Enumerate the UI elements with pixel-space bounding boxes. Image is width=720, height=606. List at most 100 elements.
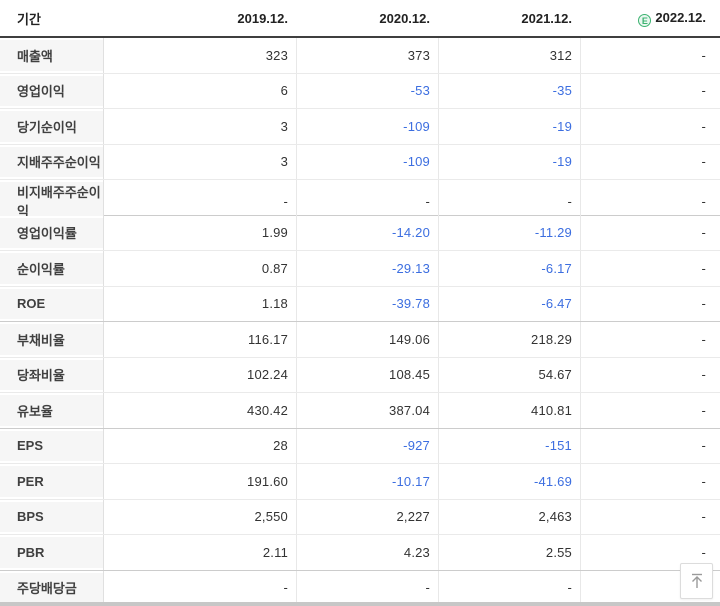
value-cell: -	[296, 570, 438, 605]
value-cell: 149.06	[296, 322, 438, 357]
value-cell: 54.67	[438, 357, 580, 392]
value-cell: 218.29	[438, 322, 580, 357]
value-cell: -	[103, 570, 296, 605]
row-label: PER	[0, 464, 103, 499]
value-cell: 1.18	[103, 286, 296, 321]
value-cell: -6.17	[438, 251, 580, 286]
table-row: 부채비율 116.17 149.06 218.29 -	[0, 322, 720, 358]
value-cell: -	[580, 357, 720, 392]
value-cell: -	[580, 464, 720, 499]
value-cell: 430.42	[103, 393, 296, 428]
value-cell: -53	[296, 73, 438, 108]
value-cell: -109	[296, 109, 438, 144]
value-cell: 2,550	[103, 499, 296, 534]
value-cell: 4.23	[296, 535, 438, 570]
value-cell: -29.13	[296, 251, 438, 286]
value-cell: -41.69	[438, 464, 580, 499]
arrow-up-to-top-icon	[691, 573, 702, 588]
value-cell: -35	[438, 73, 580, 108]
value-cell: -	[103, 180, 296, 222]
row-label: 영업이익	[0, 73, 103, 108]
value-cell: 2.55	[438, 535, 580, 570]
table-row: BPS 2,550 2,227 2,463 -	[0, 499, 720, 535]
value-cell: 373	[296, 38, 438, 73]
value-cell: -927	[296, 428, 438, 463]
row-label: 당기순이익	[0, 109, 103, 144]
table-row: EPS 28 -927 -151 -	[0, 428, 720, 464]
value-cell: 191.60	[103, 464, 296, 499]
value-cell: -19	[438, 109, 580, 144]
value-cell: 3	[103, 144, 296, 179]
table-row: 매출액 323 373 312 -	[0, 38, 720, 74]
table-row: 순이익률 0.87 -29.13 -6.17 -	[0, 251, 720, 287]
column-header-2020: 2020.12.	[379, 10, 430, 26]
value-cell: 410.81	[438, 393, 580, 428]
value-cell: -	[580, 144, 720, 179]
value-cell: -	[438, 570, 580, 605]
row-label: 매출액	[0, 38, 103, 73]
table-row: 유보율 430.42 387.04 410.81 -	[0, 393, 720, 429]
row-label: ROE	[0, 286, 103, 321]
row-label: 영업이익률	[0, 215, 103, 250]
value-cell: 323	[103, 38, 296, 73]
table-row: 주당배당금 - - - -	[0, 570, 720, 606]
value-cell: 312	[438, 38, 580, 73]
value-cell: -39.78	[296, 286, 438, 321]
row-label: PBR	[0, 535, 103, 570]
table-body: 매출액 323 373 312 - 영업이익 6 -53 -35 - 당기순이익…	[0, 38, 720, 606]
value-cell: -11.29	[438, 215, 580, 250]
estimate-icon: E	[638, 13, 652, 27]
column-header-2021: 2021.12.	[521, 10, 572, 26]
row-label: 비지배주주순이익	[0, 180, 103, 222]
value-cell: -	[296, 180, 438, 222]
value-cell: -	[438, 180, 580, 222]
scroll-to-top-button[interactable]	[680, 563, 713, 599]
value-cell: -	[580, 251, 720, 286]
value-cell: -	[580, 180, 720, 222]
value-cell: 28	[103, 428, 296, 463]
value-cell: -	[580, 393, 720, 428]
value-cell: -14.20	[296, 215, 438, 250]
table-row: 비지배주주순이익 - - - -	[0, 180, 720, 222]
value-cell: -6.47	[438, 286, 580, 321]
table-row: PBR 2.11 4.23 2.55 -	[0, 535, 720, 571]
table-row: 지배주주순이익 3 -109 -19 -	[0, 144, 720, 180]
value-cell: -	[580, 322, 720, 357]
column-header-2022-estimate: E 2022.12.	[580, 10, 720, 27]
row-label: EPS	[0, 428, 103, 463]
value-cell: 3	[103, 109, 296, 144]
table-row: 당좌비율 102.24 108.45 54.67 -	[0, 357, 720, 393]
value-cell: 6	[103, 73, 296, 108]
table-row: ROE 1.18 -39.78 -6.47 -	[0, 286, 720, 322]
horizontal-scrollbar[interactable]	[0, 602, 720, 606]
table-header-row: 기간 2019.12. 2020.12. 2021.12. E 2022.12.	[0, 0, 720, 38]
row-label: 유보율	[0, 393, 103, 428]
table-row: 영업이익률 1.99 -14.20 -11.29 -	[0, 215, 720, 251]
row-label: 부채비율	[0, 322, 103, 357]
value-cell: 0.87	[103, 251, 296, 286]
value-cell: -	[580, 535, 720, 570]
row-label: 지배주주순이익	[0, 144, 103, 179]
value-cell: -	[580, 499, 720, 534]
value-cell: -	[580, 215, 720, 250]
value-cell: 2.11	[103, 535, 296, 570]
value-cell: 108.45	[296, 357, 438, 392]
value-cell: -10.17	[296, 464, 438, 499]
column-header-label: 2022.12.	[655, 9, 706, 25]
value-cell: 2,463	[438, 499, 580, 534]
value-cell: -	[580, 38, 720, 73]
value-cell: -	[580, 109, 720, 144]
table-row: 영업이익 6 -53 -35 -	[0, 73, 720, 109]
value-cell: -109	[296, 144, 438, 179]
table-row: PER 191.60 -10.17 -41.69 -	[0, 464, 720, 500]
value-cell: -151	[438, 428, 580, 463]
row-label: 주당배당금	[0, 570, 103, 605]
row-label: 당좌비율	[0, 357, 103, 392]
value-cell: 387.04	[296, 393, 438, 428]
row-label: 순이익률	[0, 251, 103, 286]
value-cell: 116.17	[103, 322, 296, 357]
value-cell: 2,227	[296, 499, 438, 534]
value-cell: -19	[438, 144, 580, 179]
table-row: 당기순이익 3 -109 -19 -	[0, 109, 720, 145]
